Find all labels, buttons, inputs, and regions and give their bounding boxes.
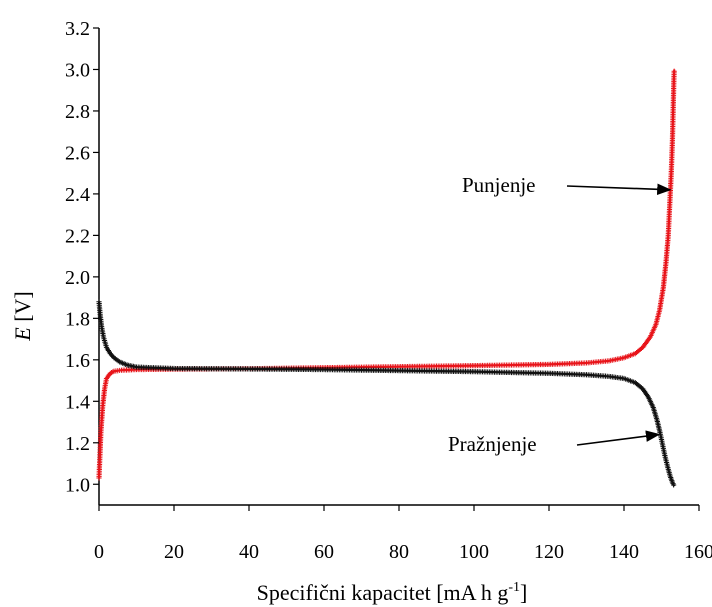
- x-axis-title: Specifični kapacitet [mA h g-1]: [257, 580, 528, 605]
- y-tick-label: 1.0: [65, 474, 90, 496]
- series-line-discharge: [97, 301, 676, 487]
- x-tick-label: 0: [94, 541, 104, 563]
- y-axis-ticks: 1.0 1.2 1.4 1.6 1.8 2.0 2.2 2.4 2.6 2.8 3.0 3.2: [65, 18, 99, 496]
- y-axis-title: E [V]: [10, 291, 35, 342]
- x-tick-label: 60: [314, 541, 334, 563]
- annotation-discharge-arrow: [576, 430, 661, 446]
- y-tick-label: 1.2: [65, 433, 90, 455]
- x-axis-ticks: 0 20 40 60 80 100 120 140 160: [94, 505, 712, 563]
- y-tick-label: 1.4: [65, 391, 90, 413]
- x-tick-label: 40: [239, 541, 259, 563]
- annotation-charge-arrow: [566, 183, 672, 196]
- series-line-charge: [97, 69, 676, 479]
- x-tick-label: 20: [164, 541, 184, 563]
- series-charge: [96, 68, 677, 481]
- x-tick-label: 140: [609, 541, 639, 563]
- series-discharge: [96, 299, 677, 488]
- y-tick-label: 2.6: [65, 142, 90, 164]
- annotation-charge-label: Punjenje: [462, 173, 536, 197]
- y-tick-label: 1.6: [65, 350, 90, 372]
- x-tick-label: 160: [684, 541, 712, 563]
- plot-area: [98, 28, 699, 506]
- series-layer: [96, 68, 677, 488]
- y-tick-label: 1.8: [65, 308, 90, 330]
- y-tick-label: 2.2: [65, 225, 90, 247]
- data-point: [671, 482, 677, 488]
- x-tick-label: 120: [534, 541, 564, 563]
- y-tick-label: 2.0: [65, 267, 90, 289]
- x-tick-label: 80: [389, 541, 409, 563]
- y-tick-label: 2.8: [65, 101, 90, 123]
- y-tick-label: 3.2: [65, 18, 90, 40]
- y-tick-label: 3.0: [65, 59, 90, 81]
- annotation-discharge-label: Pražnjenje: [448, 432, 537, 456]
- x-tick-label: 100: [459, 541, 489, 563]
- data-point: [671, 68, 677, 74]
- annotations: Punjenje Pražnjenje: [448, 173, 672, 456]
- y-tick-label: 2.4: [65, 184, 90, 206]
